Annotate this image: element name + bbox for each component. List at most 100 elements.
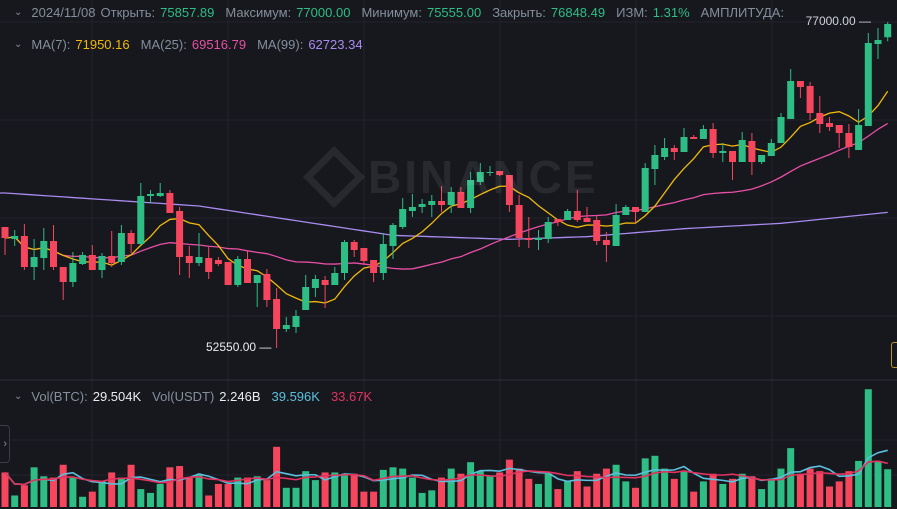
chevron-down-icon[interactable]: ⌄ <box>14 391 23 402</box>
volume-bar <box>20 485 28 507</box>
candle-down <box>457 192 465 208</box>
candle-up <box>282 325 290 329</box>
volume-bar <box>370 491 378 507</box>
candle-up <box>486 172 494 173</box>
volume-bar <box>816 471 824 507</box>
candle-up <box>738 140 746 162</box>
candle-up <box>40 241 48 258</box>
candle-down <box>263 274 271 300</box>
volume-bar <box>331 472 339 507</box>
candle-up <box>156 193 164 196</box>
volume-bar <box>447 468 455 507</box>
volume-bar <box>874 460 882 507</box>
candle-down <box>350 242 358 250</box>
volume-bar <box>583 486 591 507</box>
candle-up <box>147 194 154 196</box>
vol-ma10-value: 33.67K <box>330 389 373 404</box>
candle-up <box>311 279 319 288</box>
high-value: 77000.00 <box>296 5 351 20</box>
low-marker-value: 52550.00 <box>206 340 257 354</box>
volume-bar <box>573 471 581 507</box>
expand-panel-button[interactable]: › <box>0 425 10 463</box>
volume-bar <box>224 483 232 507</box>
volume-bar <box>350 473 358 507</box>
candle-down <box>360 248 368 261</box>
volume-bar <box>438 477 445 507</box>
volume-bar <box>806 468 814 507</box>
candle-down <box>127 233 135 244</box>
price-scale-handle[interactable] <box>891 342 897 368</box>
volume-bar <box>341 473 348 507</box>
candle-up <box>612 215 620 246</box>
candle-up <box>331 273 339 285</box>
volume-legend: ⌄ Vol(BTC): 29.504K Vol(USDT) 2.246B 39.… <box>14 389 378 404</box>
candle-up <box>389 225 397 246</box>
ma25-line <box>4 122 889 270</box>
low-label: Минимум: <box>361 5 422 20</box>
candle-up <box>234 259 242 285</box>
volume-bar <box>59 464 67 507</box>
candle-up <box>680 137 688 152</box>
volume-bar <box>50 477 57 507</box>
volume-bar <box>1 472 9 507</box>
candle-up <box>30 257 38 267</box>
candle-up <box>622 207 630 215</box>
candle-down <box>1 227 9 238</box>
chevron-right-icon: › <box>3 438 7 450</box>
ohlc-legend: ⌄ 2024/11/08 Открыть: 75857.89 Максимум:… <box>14 5 784 20</box>
candle-down <box>554 219 562 222</box>
candle-up <box>253 275 261 283</box>
binance-logo-icon <box>302 145 366 209</box>
volume-bar <box>719 483 727 507</box>
candle-up <box>758 155 766 162</box>
candle-up <box>661 148 669 157</box>
vol-btc-value: 29.504K <box>92 389 142 404</box>
volume-bar <box>11 495 19 507</box>
high-marker-value: 77000.00 <box>805 14 856 28</box>
volume-bar <box>282 487 290 507</box>
candle-down <box>670 148 678 152</box>
candle-up <box>418 204 426 207</box>
volume-bar <box>98 481 106 507</box>
volume-bar <box>515 468 523 507</box>
volume-bar <box>185 477 193 507</box>
high-label: Максимум: <box>225 5 292 20</box>
candle-up <box>544 222 552 239</box>
candle-down <box>602 240 610 245</box>
volume-bar <box>244 477 251 507</box>
volume-bar <box>127 464 135 507</box>
volume-bar <box>787 448 795 507</box>
candle-down <box>224 262 232 285</box>
volume-bar <box>234 477 242 507</box>
candle-up <box>467 180 475 208</box>
volume-bar <box>195 475 203 507</box>
ma25-label: MA(25): <box>140 37 187 52</box>
candle-up <box>651 155 659 169</box>
candle-up <box>399 209 407 227</box>
volume-bar <box>729 478 736 507</box>
volume-bar <box>758 489 766 507</box>
candle-down <box>108 256 116 263</box>
volume-bar <box>748 476 756 507</box>
volume-bar <box>292 487 300 507</box>
volume-bar <box>428 490 436 507</box>
volume-bar <box>612 464 620 507</box>
volume-bar <box>476 471 484 507</box>
chevron-down-icon[interactable]: ⌄ <box>14 7 23 18</box>
change-label: ИЗМ: <box>616 5 648 20</box>
candle-down <box>59 267 67 282</box>
volume-bar <box>622 481 630 507</box>
candle-up <box>69 263 77 282</box>
volume-bar <box>263 480 271 507</box>
volume-bar <box>796 473 804 507</box>
open-label: Открыть: <box>100 5 156 20</box>
candle-down <box>214 260 222 264</box>
volume-bar <box>117 477 125 507</box>
chevron-down-icon[interactable]: ⌄ <box>14 39 23 50</box>
volume-bar <box>641 458 649 507</box>
candle-up <box>428 201 436 205</box>
volume-bar <box>767 478 775 507</box>
candle-up <box>302 287 310 310</box>
candle-down <box>166 193 174 213</box>
